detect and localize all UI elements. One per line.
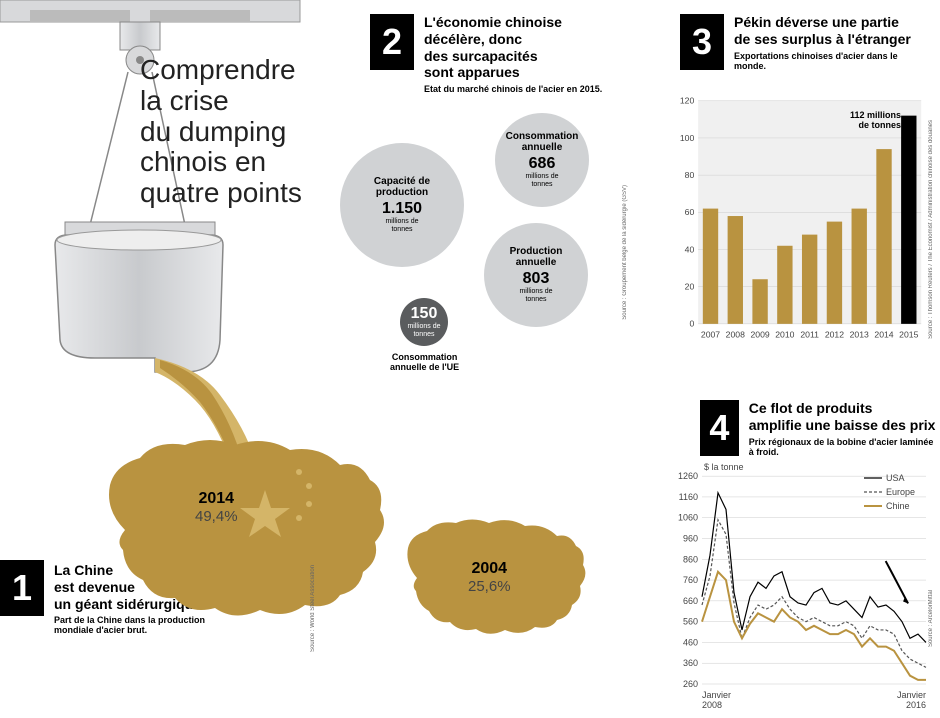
section-3-num: 3 [680, 14, 724, 70]
price-line-chart: 260 360 460 560 660 760 860 960 1060 1160 1260 $ la… [672, 462, 932, 712]
svg-text:360: 360 [683, 658, 698, 668]
main-title: Comprendre la crise du dumping chinois e… [140, 55, 302, 209]
svg-text:560: 560 [683, 617, 698, 627]
section-4: 4 Ce flot de produits amplifie une baiss… [700, 400, 940, 457]
map-2014-label: 201449,4% [195, 490, 238, 526]
svg-text:Europe: Europe [886, 487, 915, 497]
svg-text:2008: 2008 [702, 700, 722, 710]
source-1: Source : World Steel Association [310, 565, 316, 652]
chart3-annotation: 112 millions de tonnes [850, 110, 901, 130]
svg-text:120: 120 [680, 96, 695, 106]
svg-text:2012: 2012 [825, 329, 844, 339]
china-map-2014 [75, 410, 405, 650]
svg-text:2008: 2008 [726, 329, 745, 339]
svg-text:1160: 1160 [679, 492, 698, 502]
section-2-title: L'économie chinoise décélère, donc des s… [424, 14, 602, 81]
svg-text:20: 20 [685, 282, 695, 292]
circle-capacity: Capacité de production1.150millions de t… [340, 143, 464, 267]
svg-text:Chine: Chine [886, 501, 910, 511]
circle-eu: 150millions de tonnes [400, 298, 448, 346]
svg-text:760: 760 [683, 575, 698, 585]
svg-text:80: 80 [685, 170, 695, 180]
svg-text:2014: 2014 [874, 329, 893, 339]
map-2004-label: 200425,6% [468, 560, 511, 596]
svg-text:2007: 2007 [701, 329, 720, 339]
svg-text:60: 60 [685, 207, 695, 217]
svg-text:2009: 2009 [750, 329, 769, 339]
section-3: 3 Pékin déverse une partie de ses surplu… [680, 14, 914, 71]
source-2: Source : Groupement belge de la sidérurg… [622, 185, 628, 320]
section-2-sub: Etat du marché chinois de l'acier en 201… [424, 84, 602, 94]
svg-text:860: 860 [683, 554, 698, 564]
section-1-num: 1 [0, 560, 44, 616]
svg-text:USA: USA [886, 473, 905, 483]
svg-text:960: 960 [683, 534, 698, 544]
svg-text:1260: 1260 [678, 471, 698, 481]
svg-text:$ la tonne: $ la tonne [704, 462, 744, 472]
svg-text:100: 100 [680, 133, 695, 143]
eu-consumption-label: Consommation annuelle de l'UE [390, 352, 459, 372]
svg-text:Janvier: Janvier [897, 690, 926, 700]
source-4: Source : ArcelorMittal [928, 590, 934, 647]
svg-text:40: 40 [685, 244, 695, 254]
section-4-sub: Prix régionaux de la bobine d'acier lami… [749, 437, 940, 457]
svg-text:2015: 2015 [899, 329, 918, 339]
section-3-title: Pékin déverse une partie de ses surplus … [734, 14, 914, 48]
section-4-title: Ce flot de produits amplifie une baisse … [749, 400, 940, 434]
circle-consumption: Consommation annuelle686millions de tonn… [495, 113, 589, 207]
section-2: 2 L'économie chinoise décélère, donc des… [370, 14, 602, 94]
svg-text:460: 460 [683, 637, 698, 647]
section-2-num: 2 [370, 14, 414, 70]
export-bar-chart: 0 20 40 60 80 100 120 2007 2008 2009 2010 2011 2012 2… [672, 95, 930, 345]
svg-text:660: 660 [683, 596, 698, 606]
section-4-num: 4 [700, 400, 739, 456]
svg-text:260: 260 [683, 679, 698, 689]
svg-text:2013: 2013 [850, 329, 869, 339]
source-3: Source : Thomson Reuters / The Economist… [928, 120, 934, 339]
section-3-sub: Exportations chinoises d'acier dans le m… [734, 51, 914, 71]
svg-text:2016: 2016 [906, 700, 926, 710]
svg-text:0: 0 [689, 319, 694, 329]
svg-text:Janvier: Janvier [702, 690, 731, 700]
svg-text:2011: 2011 [800, 329, 819, 339]
svg-text:1060: 1060 [678, 513, 698, 523]
svg-text:2010: 2010 [775, 329, 794, 339]
circle-production: Production annuelle803millions de tonnes [484, 223, 588, 327]
